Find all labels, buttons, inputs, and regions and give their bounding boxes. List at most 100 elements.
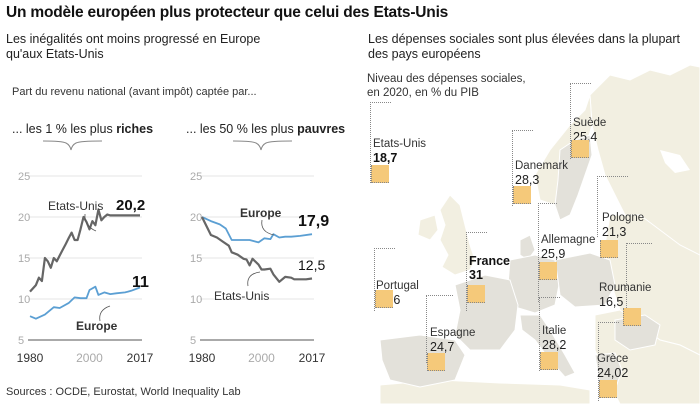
right-subtitle-line2: des pays européens: [368, 47, 481, 61]
country-label: Grèce 24,02: [597, 353, 628, 380]
country-value: 24,02: [597, 366, 629, 380]
left-subtitle-line1: Les inégalités ont moins progressé en Eu…: [6, 32, 261, 46]
country-label: Pologne 21,3: [602, 212, 644, 239]
right-note-line1: Niveau des dépenses sociales,: [367, 73, 526, 85]
country-name: Danemark: [515, 160, 569, 172]
annotation-arrow: [99, 305, 111, 322]
country-value: 31: [469, 268, 483, 282]
annotation-arrow: [247, 271, 261, 287]
value-square: [371, 165, 389, 183]
brace-decorations: [42, 140, 293, 151]
value-square: [427, 353, 445, 371]
country-value: 28,3: [515, 173, 540, 187]
chart1-header-bold: riches: [116, 122, 154, 136]
country-label: Italie 28,2: [542, 325, 566, 352]
value-square: [600, 240, 618, 258]
series-line-europe: [201, 216, 313, 244]
value-square: [571, 140, 589, 158]
chart2-header-bold: pauvres: [297, 122, 346, 136]
y-tick-label: 25: [190, 171, 202, 183]
chart1-header-prefix: ... les 1 % les plus: [12, 122, 117, 136]
value-square: [467, 285, 485, 303]
callout-leader: [539, 297, 560, 371]
country-label: Espagne 24,7: [430, 327, 475, 354]
brace-2: [232, 140, 293, 151]
x-tick-label: 2000: [248, 351, 275, 365]
country-value: 28,2: [542, 338, 567, 352]
chart1-header: ... les 1 % les plus riches: [12, 122, 153, 136]
country-label: Etats-Unis 18,7: [373, 138, 426, 165]
series-line-etats-unis: [201, 216, 313, 283]
series-line-europe: [29, 285, 141, 320]
end-value-label: 11: [132, 274, 149, 291]
x-tick-label: 2017: [127, 351, 154, 365]
callout-leader: [538, 203, 557, 302]
right-note: Niveau des dépenses sociales, en 2020, e…: [367, 72, 526, 100]
country-name: Allemagne: [541, 234, 596, 246]
country-name: Etats-Unis: [373, 138, 427, 150]
y-tick-label: 20: [18, 212, 30, 224]
country-name: Italie: [542, 325, 567, 337]
x-tick-label: 2017: [299, 351, 326, 365]
x-tick-label: 2000: [76, 351, 103, 365]
y-tick-label: 15: [18, 253, 30, 265]
country-name: Grèce: [597, 353, 629, 365]
country-label: France 31: [469, 254, 510, 283]
y-tick-label: 5: [190, 335, 196, 347]
x-tick-label: 1980: [17, 351, 44, 365]
y-tick-label: 20: [190, 212, 202, 224]
country-value: 21,3: [602, 225, 627, 239]
country-value: 24,7: [430, 340, 455, 354]
callout-leader: [466, 232, 487, 311]
country-name: Espagne: [430, 327, 476, 339]
callout-leader: [570, 83, 591, 159]
callout-leader: [626, 243, 652, 322]
callout-leader: [512, 130, 533, 206]
end-value-label: 12,5: [298, 257, 325, 273]
annotation-arrow: [84, 213, 97, 232]
left-subtitle-line2: qu'aux Etats-Unis: [6, 47, 104, 61]
country-name: Suède: [573, 117, 607, 129]
chart-bottom50pct: 5 10 15 20 25 1980 2000 2017 Europe 17,9 Etats-Uni…: [189, 171, 330, 365]
left-note: Part du revenu national (avant impôt) ca…: [12, 86, 257, 98]
series-label: Etats-Unis: [48, 199, 103, 213]
callout-leader: [370, 102, 391, 183]
value-square: [539, 262, 557, 280]
left-subtitle: Les inégalités ont moins progressé en Eu…: [6, 32, 260, 62]
chart-top1pct: 5 10 15 20 25 1980 2000 2017 Etats-Unis 20,2 Europ…: [17, 171, 154, 365]
series-label: Etats-Unis: [214, 289, 269, 303]
callout-leader: [426, 295, 453, 363]
callout-leader: [597, 176, 628, 237]
main-title: Un modèle européen plus protecteur que c…: [6, 4, 449, 21]
end-value-label: 17,9: [298, 213, 329, 230]
annotation-arrow: [261, 219, 275, 236]
series-line-etats-unis: [29, 208, 140, 293]
value-square: [513, 186, 531, 204]
series-label: Europe: [76, 319, 118, 333]
value-square: [623, 308, 641, 326]
end-value-label: 20,2: [116, 197, 145, 214]
callout-leader: [598, 322, 619, 401]
brace-1: [42, 140, 103, 151]
series-label: Europe: [240, 206, 282, 220]
country-name: France: [469, 254, 510, 268]
country-value: 25,9: [541, 247, 566, 261]
x-tick-label: 1980: [189, 351, 216, 365]
country-name: Portugal: [376, 280, 419, 292]
country-label: Roumanie 16,5: [599, 282, 651, 309]
country-name: Roumanie: [599, 282, 652, 294]
country-label: Allemagne 25,9: [541, 234, 595, 261]
y-tick-label: 10: [190, 294, 202, 306]
chart2-header: ... les 50 % les plus pauvres: [186, 122, 345, 136]
right-subtitle: Les dépenses sociales sont plus élevées …: [368, 32, 680, 62]
chart2-header-prefix: ... les 50 % les plus: [186, 122, 298, 136]
country-value: 18,7: [373, 151, 398, 165]
country-value: 16,5: [599, 295, 624, 309]
y-tick-label: 15: [190, 253, 202, 265]
value-square: [599, 380, 617, 398]
y-tick-label: 10: [18, 294, 30, 306]
europe-map: [379, 64, 700, 404]
y-tick-label: 25: [18, 171, 30, 183]
value-square: [375, 290, 393, 308]
country-label: Danemark 28,3: [515, 160, 568, 187]
